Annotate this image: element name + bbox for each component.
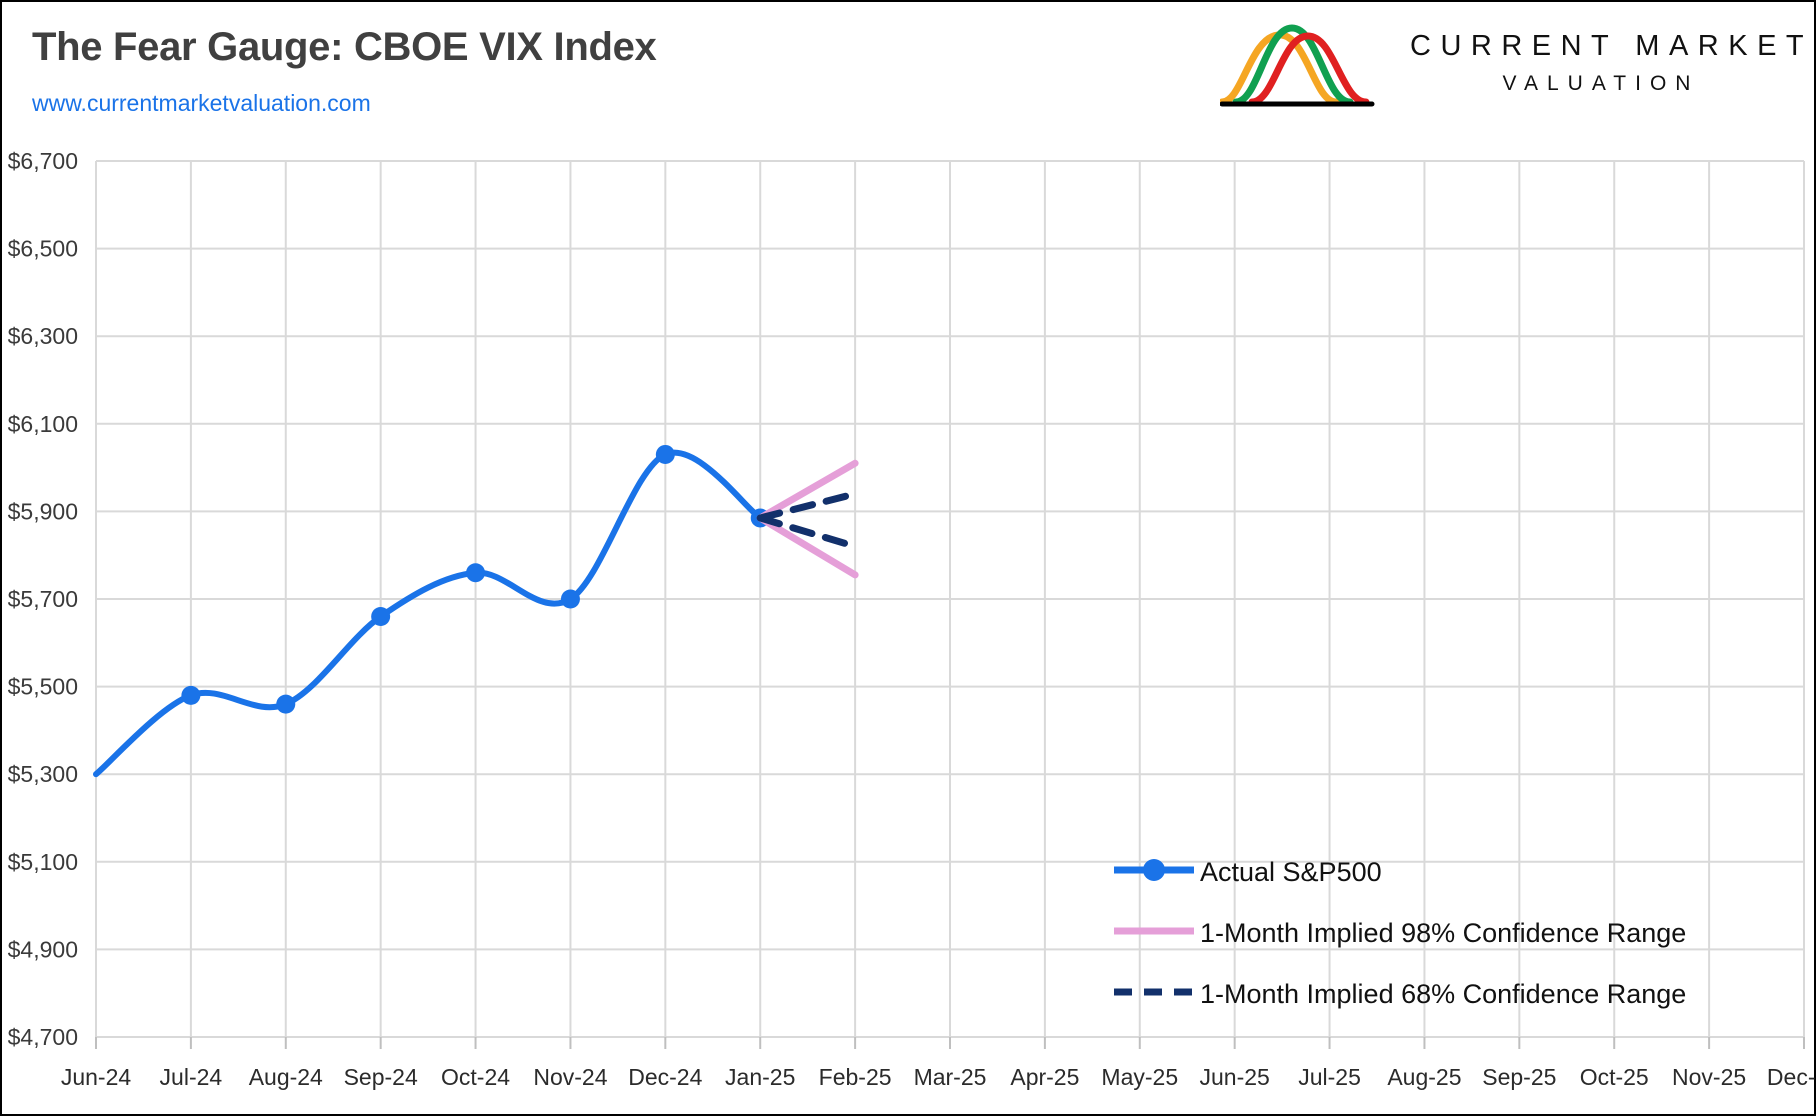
chart-header: The Fear Gauge: CBOE VIX Index www.curre… (2, 2, 1816, 132)
y-axis-label: $5,100 (8, 849, 78, 875)
x-axis-label: Jun-24 (61, 1064, 132, 1090)
brand-name-line2: VALUATION (1502, 72, 1700, 95)
x-axis-label: Dec-24 (628, 1064, 702, 1090)
cone-lower-bound (756, 514, 859, 550)
page-title: The Fear Gauge: CBOE VIX Index (32, 25, 657, 69)
y-axis-label: $6,300 (8, 323, 78, 349)
x-axis-label: Jul-24 (160, 1064, 223, 1090)
y-axis-label: $5,900 (8, 498, 78, 524)
legend-label: Actual S&P500 (1200, 857, 1382, 887)
brand-name-line1: CURRENT MARKET (1410, 30, 1814, 62)
legend-marker (1143, 859, 1165, 881)
y-axis-label: $5,300 (8, 761, 78, 787)
y-axis-label: $4,700 (8, 1024, 78, 1050)
cone-upper-bound (756, 490, 859, 522)
x-axis-tick-labels: Jun-24 Jul-24 Aug-24 Sep-24 Oct-24 Nov-24 Dec-… (61, 1064, 1816, 1090)
x-axis-label: Oct-24 (441, 1064, 510, 1090)
x-axis-label: Sep-25 (1482, 1064, 1556, 1090)
y-axis-label: $5,700 (8, 586, 78, 612)
grid-lines (95, 160, 1805, 1038)
x-axis-label: Aug-24 (249, 1064, 323, 1090)
y-axis-label: $4,900 (8, 936, 78, 962)
data-point-marker (276, 694, 296, 714)
chart-legend: Actual S&P500 1-Month Implied 98% Confide… (1114, 857, 1686, 1009)
x-axis-label: Jan-25 (725, 1064, 795, 1090)
series-line-actual (93, 449, 764, 778)
bell-curves-logo-icon (1220, 24, 1375, 107)
x-axis-label: Apr-25 (1010, 1064, 1079, 1090)
y-axis-label: $6,500 (8, 236, 78, 262)
y-axis-label: $5,500 (8, 674, 78, 700)
x-axis-label: Nov-24 (533, 1064, 607, 1090)
x-axis-label: Aug-25 (1387, 1064, 1461, 1090)
brand-logo-text: CURRENT MARKET VALUATION (1410, 30, 1814, 96)
x-axis-label: Sep-24 (344, 1064, 418, 1090)
data-point-marker (466, 563, 486, 583)
x-axis-tick-marks (95, 1037, 1805, 1049)
site-url-link[interactable]: www.currentmarketvaluation.com (32, 90, 371, 116)
legend-label: 1-Month Implied 98% Confidence Range (1200, 918, 1686, 948)
x-axis-label: Jul-25 (1298, 1064, 1361, 1090)
x-axis-label: Dec-25 (1767, 1064, 1816, 1090)
cone-upper-bound (756, 459, 859, 522)
data-point-marker (655, 444, 675, 464)
data-point-marker (560, 589, 580, 609)
x-axis-label: Oct-25 (1580, 1064, 1649, 1090)
y-axis-tick-labels: $6,700 $6,500 $6,300 $6,100 $5,900 $5,700 $5,5… (8, 148, 78, 1050)
data-series (93, 444, 859, 778)
y-axis-label: $6,700 (8, 148, 78, 174)
data-point-marker (371, 607, 391, 627)
brand-logo: CURRENT MARKET VALUATION (1220, 14, 1814, 114)
data-point-marker (181, 685, 201, 705)
y-axis-label: $6,100 (8, 411, 78, 437)
x-axis-label: May-25 (1101, 1064, 1178, 1090)
x-axis-label: Nov-25 (1672, 1064, 1746, 1090)
x-axis-label: Mar-25 (914, 1064, 987, 1090)
x-axis-label: Feb-25 (819, 1064, 892, 1090)
cone-lower-bound (756, 514, 859, 579)
legend-label: 1-Month Implied 68% Confidence Range (1200, 979, 1686, 1009)
x-axis-label: Jun-25 (1200, 1064, 1270, 1090)
